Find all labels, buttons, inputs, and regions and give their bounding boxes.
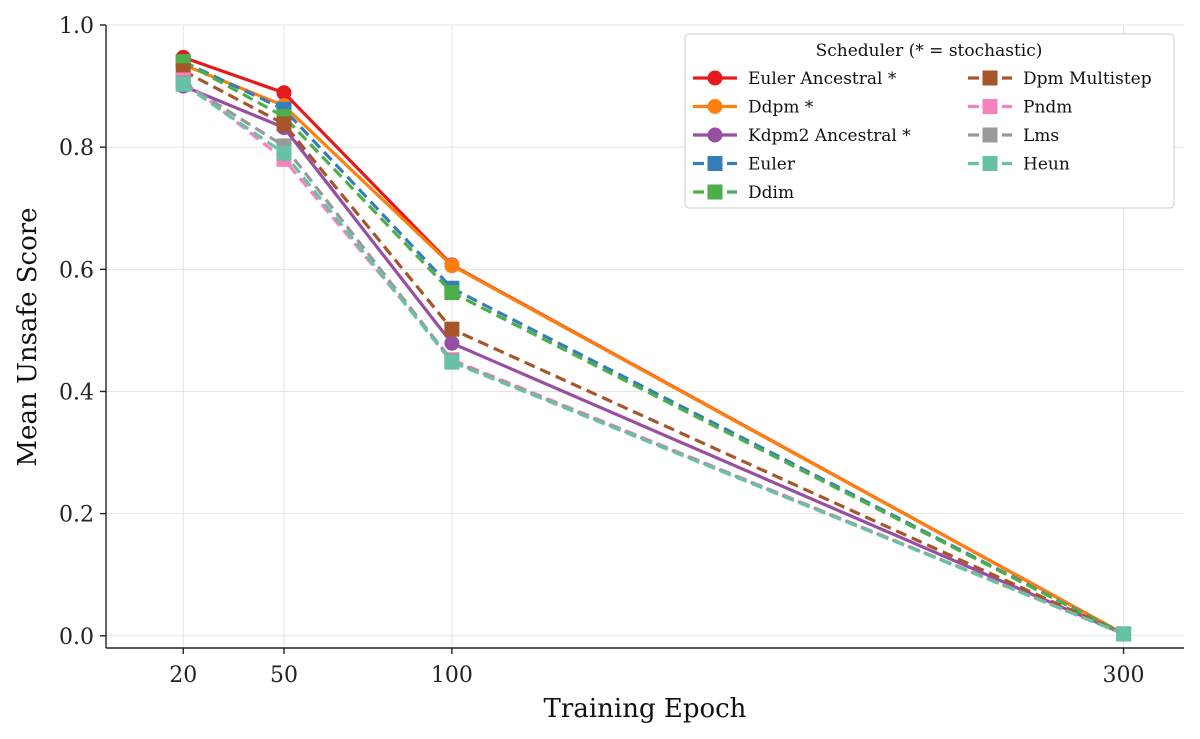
- legend-item: Pndm: [968, 98, 1072, 118]
- data-point: [175, 76, 191, 92]
- ticks: 0.0 0.2 0.4 0.6 0.8 1.0 20 50 100 300: [59, 14, 1145, 688]
- axes: [105, 25, 1184, 649]
- legend-item: Euler: [693, 155, 796, 175]
- data-point: [444, 258, 460, 274]
- legend-marker: [707, 184, 723, 200]
- series-layer: [175, 49, 1132, 642]
- legend-item: Ddim: [693, 183, 794, 203]
- legend-label: Euler Ancestral *: [748, 69, 897, 89]
- data-point: [444, 321, 460, 337]
- legend-item: Ddpm *: [693, 98, 814, 118]
- legend-label: Kdpm2 Ancestral *: [748, 126, 911, 146]
- legend-label: Dpm Multistep: [1023, 69, 1152, 89]
- series-line: [182, 84, 1125, 636]
- x-tick-label: 50: [270, 663, 298, 688]
- x-tick-label: 20: [169, 663, 197, 688]
- y-tick-label: 0.6: [59, 258, 94, 283]
- data-point: [1116, 626, 1132, 642]
- legend-frame: [684, 33, 1175, 209]
- legend-marker: [982, 99, 998, 114]
- x-tick-label: 100: [431, 663, 473, 688]
- x-tick-label: 300: [1103, 663, 1145, 688]
- legend-item: Lms: [968, 126, 1059, 146]
- legend-marker: [982, 156, 998, 171]
- legend-marker: [707, 99, 723, 114]
- legend-title: Scheduler (* = stochastic): [816, 41, 1043, 61]
- y-tick-label: 0.8: [59, 136, 94, 161]
- legend-marker: [707, 127, 723, 143]
- series-heun: [175, 76, 1132, 642]
- legend-marker: [982, 70, 998, 86]
- legend-marker: [982, 127, 998, 143]
- legend-item: Euler Ancestral *: [693, 69, 897, 89]
- x-axis-title: Training Epoch: [544, 694, 747, 724]
- y-tick-label: 0.4: [59, 380, 94, 405]
- legend-item: Dpm Multistep: [968, 69, 1152, 89]
- legend-label: Euler: [748, 155, 796, 175]
- data-point: [276, 145, 292, 161]
- y-tick-label: 0.2: [59, 503, 94, 528]
- legend-label: Pndm: [1023, 98, 1072, 118]
- y-axis-title: Mean Unsafe Score: [13, 207, 43, 466]
- y-tick-label: 1.0: [59, 14, 94, 39]
- legend-label: Ddpm *: [748, 98, 814, 118]
- legend: Scheduler (* = stochastic) Euler Ancestr…: [684, 33, 1175, 209]
- series-line: [182, 69, 1125, 636]
- legend-label: Ddim: [748, 183, 794, 203]
- y-tick-label: 0.0: [59, 625, 94, 650]
- legend-marker: [707, 156, 723, 171]
- data-point: [444, 285, 460, 301]
- series-line: [182, 82, 1125, 636]
- legend-marker: [707, 70, 723, 86]
- legend-label: Lms: [1023, 126, 1059, 146]
- legend-item: Heun: [968, 155, 1070, 175]
- series-line: [182, 60, 1125, 636]
- data-point: [276, 116, 292, 132]
- data-point: [444, 335, 460, 351]
- series-line: [182, 60, 1125, 636]
- legend-item: Kdpm2 Ancestral *: [693, 126, 911, 146]
- legend-label: Heun: [1023, 155, 1070, 175]
- data-point: [444, 354, 460, 370]
- legend-items: Euler Ancestral * Ddpm * Kdpm2 Ancestral *…: [693, 69, 1152, 203]
- data-point: [276, 85, 292, 101]
